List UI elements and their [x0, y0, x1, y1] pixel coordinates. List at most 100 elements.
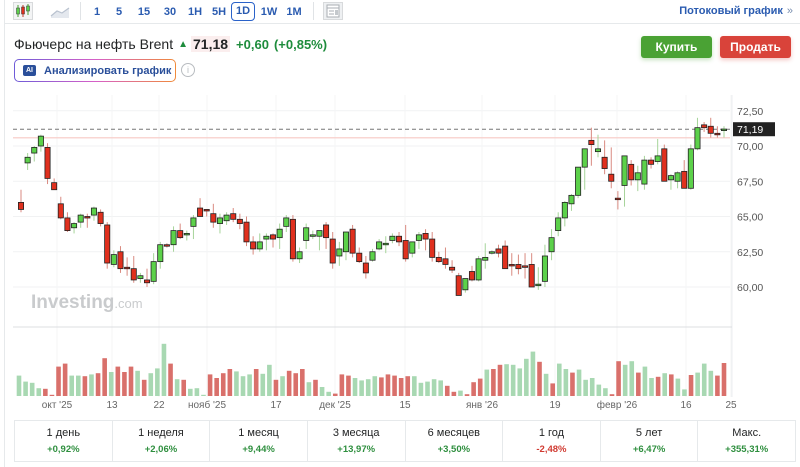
x-axis-label: дек '25	[319, 400, 351, 410]
investing-watermark: Investing.com	[31, 292, 143, 313]
volume-bar	[510, 364, 516, 396]
volume-bar	[550, 383, 555, 396]
y-axis-tick: 60,00	[737, 282, 763, 294]
volume-bar	[649, 378, 654, 396]
candle	[57, 196, 64, 220]
volume-bar	[583, 379, 588, 396]
candle	[588, 127, 595, 166]
performance-cell: 5 лет +6,47%	[601, 421, 699, 461]
performance-table: 1 день +0,92% 1 неделя +2,06% 1 месяц +9,44% 3…	[14, 420, 796, 462]
candle	[329, 232, 336, 269]
candle	[64, 212, 71, 233]
timeframe-1h[interactable]: 1H	[187, 6, 203, 18]
volume-bar	[405, 376, 411, 396]
double-chevron-right-icon: »	[786, 5, 793, 17]
timeframe-1m[interactable]: 1M	[286, 6, 302, 18]
timeframe-15[interactable]: 15	[137, 6, 151, 18]
analyze-chart-label: Анализировать график	[44, 64, 172, 77]
table-layout-icon[interactable]	[323, 2, 343, 20]
volume-bar	[471, 382, 476, 396]
candlestick-chart-icon[interactable]	[13, 2, 33, 20]
volume-bar	[161, 343, 167, 396]
chart-toolbar: 1 5 15 30 1H 5H 1D 1W 1M Потоковый графи…	[5, 0, 800, 24]
candle	[309, 230, 316, 240]
candle	[104, 222, 111, 269]
candle	[402, 224, 409, 262]
candle	[429, 232, 436, 262]
candle	[548, 229, 555, 261]
buy-button[interactable]: Купить	[641, 36, 712, 58]
volume-bar	[82, 376, 88, 396]
volume-bar	[629, 361, 635, 396]
timeframe-5h[interactable]: 5H	[211, 6, 227, 18]
candle	[396, 232, 403, 247]
candle	[183, 230, 190, 241]
candle	[369, 248, 376, 262]
candle	[621, 155, 628, 207]
volume-bar	[108, 372, 114, 396]
x-axis-label: 19	[549, 400, 561, 410]
candle	[667, 174, 674, 190]
candle	[468, 265, 475, 282]
candle	[144, 268, 151, 287]
candle	[323, 222, 330, 249]
volume-bar	[484, 369, 490, 396]
performance-value: +355,31%	[725, 444, 769, 455]
timeframe-30[interactable]: 30	[163, 6, 177, 18]
timeframe-1d[interactable]: 1D	[231, 2, 255, 21]
candle	[508, 253, 515, 276]
volume-bar	[477, 378, 483, 396]
toolbar-divider	[313, 2, 314, 20]
x-axis-label: 15	[399, 400, 411, 410]
volume-bar	[695, 372, 700, 396]
sell-button[interactable]: Продать	[720, 36, 791, 58]
x-axis-label: февр '26	[597, 399, 638, 410]
volume-bar	[662, 373, 668, 396]
x-axis-label: 17	[270, 400, 282, 410]
candle	[535, 267, 542, 290]
volume-bar	[398, 378, 404, 396]
streaming-chart-link[interactable]: Потоковый график»	[679, 5, 793, 17]
volume-bar	[188, 388, 193, 396]
volume-bar	[194, 388, 200, 396]
x-axis-label: 16	[680, 400, 692, 410]
performance-period: 6 месяцев	[427, 427, 481, 439]
timeframe-5[interactable]: 5	[115, 6, 123, 18]
performance-value: +9,44%	[242, 444, 275, 455]
performance-value: +6,47%	[632, 444, 666, 455]
volume-bar	[141, 379, 147, 396]
volume-bar	[444, 385, 450, 396]
analyze-chart-button[interactable]: AI Анализировать график	[14, 59, 176, 82]
volume-bar	[56, 366, 61, 396]
y-axis-tick: 62,50	[737, 247, 763, 259]
timeframe-1w[interactable]: 1W	[260, 6, 278, 18]
candle	[409, 241, 416, 258]
candle	[475, 255, 482, 282]
candle	[190, 215, 197, 240]
volume-bar	[616, 361, 621, 396]
volume-bar	[319, 387, 325, 396]
candlestick-chart[interactable]: 72,50 70,00 67,50 65,00 62,50 60,00 Investing.…	[5, 90, 800, 410]
volume-bar	[240, 376, 246, 396]
volume-bar	[412, 376, 417, 396]
volume-bar	[36, 388, 42, 396]
volume-bar	[280, 376, 285, 396]
candle	[117, 246, 124, 273]
volume-bar	[530, 351, 536, 396]
timeframe-1[interactable]: 1	[93, 6, 101, 18]
candle	[435, 251, 442, 264]
volume-bar	[135, 370, 140, 396]
area-chart-icon[interactable]	[50, 2, 70, 20]
volume-bar	[497, 364, 503, 396]
candle	[163, 243, 170, 248]
info-icon[interactable]: i	[181, 63, 195, 77]
candle	[223, 212, 230, 225]
toolbar-divider	[80, 2, 81, 20]
volume-bar	[688, 375, 694, 396]
performance-cell: Макс. +355,31%	[698, 421, 795, 461]
candle	[362, 255, 369, 279]
volume-bar	[563, 369, 569, 396]
volume-bar	[451, 391, 457, 396]
volume-bar	[372, 376, 378, 396]
candle	[44, 143, 51, 185]
